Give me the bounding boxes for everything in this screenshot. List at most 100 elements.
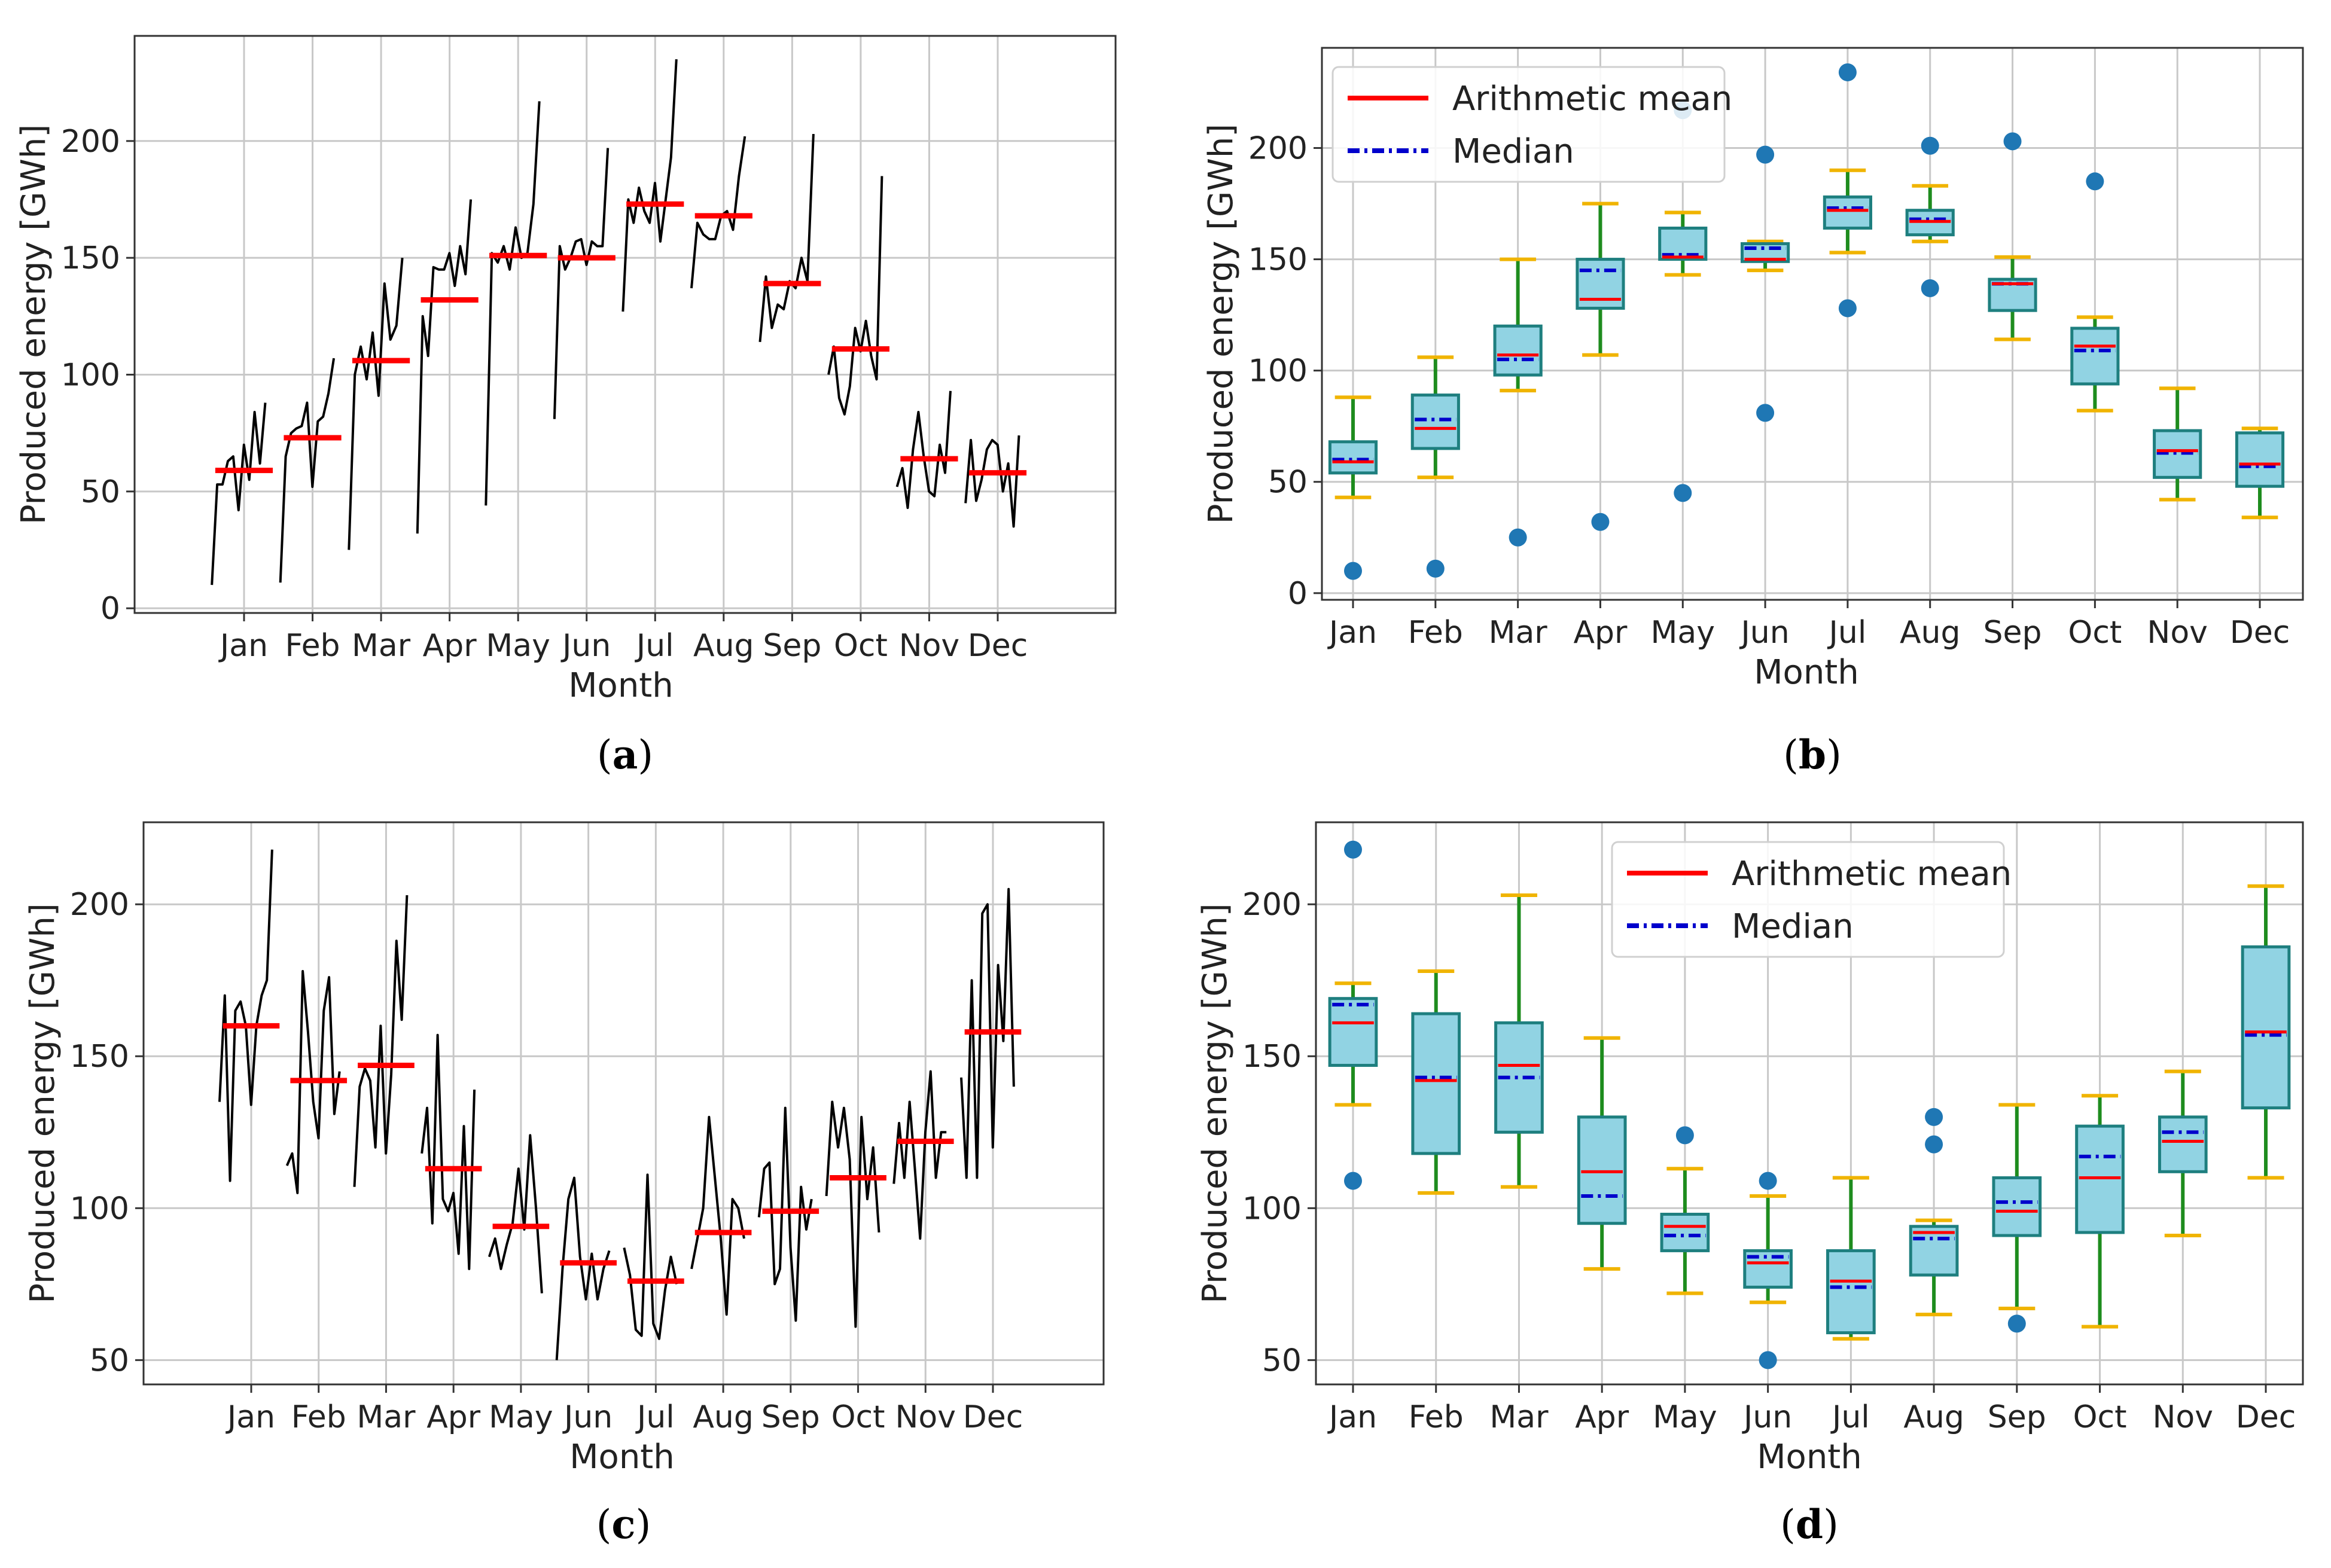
legend-frame bbox=[1611, 841, 2005, 958]
daily-series-line bbox=[285, 970, 341, 1194]
iqr-box bbox=[2075, 1124, 2125, 1234]
outlier-point bbox=[1925, 1135, 1943, 1154]
x-axis-label: Month bbox=[569, 1438, 675, 1477]
x-axis-label: Month bbox=[1757, 1438, 1862, 1477]
iqr-box bbox=[1577, 1115, 1627, 1225]
x-tick-label: Mar bbox=[352, 628, 411, 664]
x-axis-label: Month bbox=[1754, 653, 1859, 692]
y-axis-label: Produced energy [GWh] bbox=[23, 903, 62, 1303]
plot-frame bbox=[142, 821, 1105, 1386]
y-tick-label: 200 bbox=[61, 124, 120, 160]
x-tick-label: Apr bbox=[1575, 1399, 1629, 1435]
plot-frame bbox=[1315, 821, 2304, 1386]
daily-series-line bbox=[487, 1134, 543, 1294]
daily-series-line bbox=[279, 358, 336, 583]
daily-series-line bbox=[553, 148, 610, 419]
x-tick-label: Mar bbox=[1489, 1399, 1549, 1435]
y-axis-label: Produced energy [GWh] bbox=[14, 124, 53, 524]
daily-series-line bbox=[211, 402, 267, 585]
daily-series-line bbox=[623, 1173, 678, 1340]
outlier-point bbox=[1838, 63, 1857, 81]
y-tick-label: 100 bbox=[61, 357, 120, 393]
panel-caption-letter: c bbox=[611, 1501, 635, 1548]
x-tick-label: Nov bbox=[2147, 615, 2208, 651]
daily-series-line bbox=[892, 1070, 947, 1240]
outlier-point bbox=[1925, 1108, 1943, 1126]
y-tick-label: 50 bbox=[81, 474, 120, 510]
daily-series-line bbox=[964, 435, 1020, 528]
x-tick-label: Sep bbox=[1988, 1399, 2046, 1435]
x-tick-label: Jul bbox=[1830, 1399, 1870, 1435]
daily-series-line bbox=[485, 101, 541, 506]
panel-caption: (c) bbox=[596, 1501, 651, 1548]
panel-caption-paren: ) bbox=[636, 1502, 651, 1548]
x-tick-label: Dec bbox=[2230, 615, 2290, 651]
y-axis-label: Produced energy [GWh] bbox=[1196, 903, 1235, 1303]
daily-series-line bbox=[895, 391, 952, 510]
daily-series-line bbox=[690, 1115, 745, 1316]
data-layer bbox=[1328, 63, 2285, 580]
outlier-point bbox=[1344, 1172, 1362, 1190]
panel-b: 0 50 100 150 200 Jan Feb Mar Apr May Jun Jul Aug Sep O… bbox=[1202, 47, 2304, 778]
x-tick-label: Oct bbox=[2073, 1399, 2127, 1435]
legend-label: Median bbox=[1452, 132, 1574, 171]
outlier-point bbox=[1674, 484, 1692, 502]
x-tick-label: Jun bbox=[1742, 1399, 1792, 1435]
daily-series-line bbox=[218, 849, 273, 1182]
y-tick-label: 100 bbox=[1242, 1191, 1302, 1227]
iqr-box bbox=[1328, 997, 1378, 1067]
panel-a: 0 50 100 150 200 Jan Feb Mar Apr May Jun Jul Aug Sep O… bbox=[14, 35, 1117, 778]
y-tick-label: 0 bbox=[100, 591, 120, 627]
y-tick-label: 200 bbox=[70, 887, 129, 923]
x-tick-label: May bbox=[489, 1399, 553, 1435]
outlier-point bbox=[1756, 145, 1775, 164]
daily-series-line bbox=[353, 895, 409, 1187]
panel-caption-letter: b bbox=[1799, 731, 1826, 778]
panel-caption-paren: ( bbox=[597, 732, 613, 778]
legend-label: Arithmetic mean bbox=[1452, 80, 1732, 118]
y-tick-label: 200 bbox=[1242, 887, 1302, 923]
x-tick-label: Apr bbox=[423, 628, 477, 664]
daily-series-line bbox=[416, 199, 473, 534]
iqr-box bbox=[1493, 324, 1543, 377]
panel-caption-paren: ) bbox=[1823, 1502, 1839, 1548]
x-tick-label: Feb bbox=[1408, 615, 1463, 651]
daily-series-line bbox=[555, 1176, 611, 1360]
iqr-box bbox=[1992, 1176, 2042, 1237]
x-tick-label: Aug bbox=[1900, 615, 1961, 651]
x-tick-label: Dec bbox=[968, 628, 1028, 664]
legend-label: Arithmetic mean bbox=[1732, 855, 2012, 893]
y-tick-label: 50 bbox=[1262, 1343, 1302, 1378]
panel-caption-paren: ( bbox=[596, 1502, 612, 1548]
iqr-box bbox=[1411, 1012, 1461, 1155]
iqr-box bbox=[2070, 327, 2120, 386]
x-tick-label: May bbox=[1653, 1399, 1717, 1435]
x-tick-label: Sep bbox=[761, 1399, 820, 1435]
y-tick-label: 100 bbox=[70, 1191, 129, 1227]
x-tick-label: Sep bbox=[763, 628, 821, 664]
outlier-point bbox=[1675, 1126, 1694, 1145]
x-tick-label: Apr bbox=[426, 1399, 481, 1435]
data-layer bbox=[218, 849, 1022, 1360]
x-tick-label: Jan bbox=[1327, 1399, 1377, 1435]
iqr-box bbox=[2158, 1115, 2208, 1173]
x-tick-label: Jan bbox=[1327, 615, 1377, 651]
outlier-point bbox=[1591, 513, 1610, 531]
data-layer bbox=[211, 59, 1027, 585]
panel-caption-paren: ) bbox=[1826, 732, 1842, 778]
x-tick-label: Oct bbox=[2068, 615, 2122, 651]
outlier-point bbox=[1509, 528, 1527, 547]
legend-frame bbox=[1331, 66, 1726, 183]
iqr-box bbox=[2235, 431, 2285, 488]
iqr-box bbox=[1909, 1225, 1959, 1277]
outlier-point bbox=[2003, 132, 2022, 151]
y-tick-label: 100 bbox=[1248, 353, 1308, 389]
x-tick-label: Feb bbox=[291, 1399, 346, 1435]
daily-series-line bbox=[758, 134, 815, 342]
panel-caption-paren: ( bbox=[1780, 1502, 1796, 1548]
daily-series-line bbox=[621, 59, 678, 312]
y-tick-label: 150 bbox=[1248, 242, 1308, 278]
y-tick-label: 150 bbox=[61, 240, 120, 276]
x-tick-label: Sep bbox=[1983, 615, 2042, 651]
x-tick-label: Mar bbox=[356, 1399, 416, 1435]
